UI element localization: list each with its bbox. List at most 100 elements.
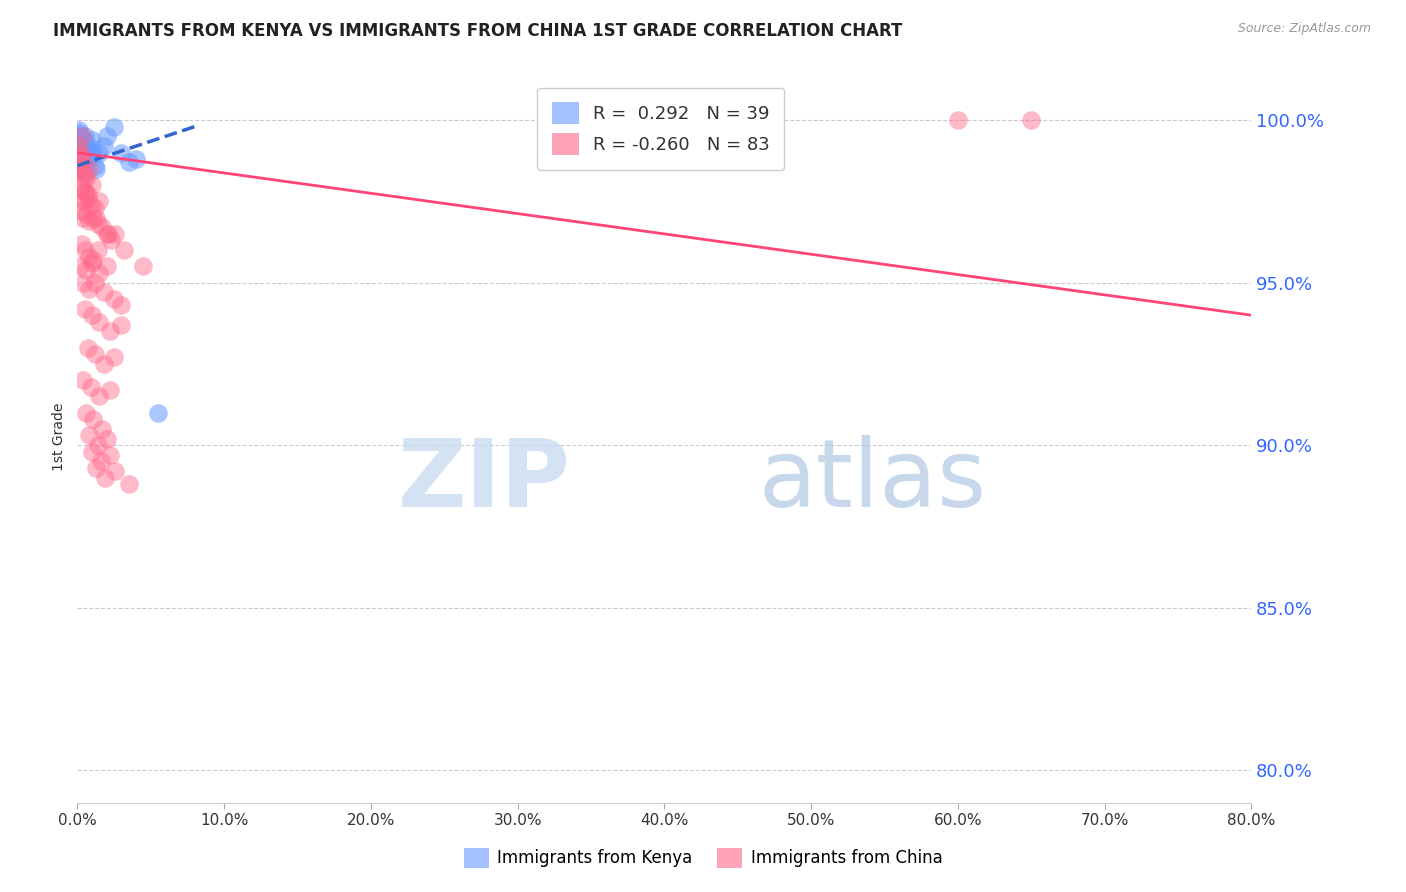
Point: [86, 211, 108, 225]
Point: [79, 380, 101, 394]
Point: [67, 123, 90, 137]
Point: [72, 155, 94, 169]
Point: [70, 145, 93, 160]
Point: [79, 145, 101, 160]
Point: [69, 260, 91, 274]
Point: [132, 260, 155, 274]
Point: [93, 285, 115, 300]
Point: [89, 315, 111, 329]
Point: [82, 142, 104, 156]
Point: [104, 464, 127, 478]
Point: [77, 161, 100, 176]
Point: [70, 133, 93, 147]
Point: [110, 318, 132, 332]
Point: [70, 142, 93, 156]
Legend: R =  0.292   N = 39, R = -0.260   N = 83: R = 0.292 N = 39, R = -0.260 N = 83: [537, 87, 785, 169]
Point: [80, 178, 103, 193]
Point: [946, 113, 969, 128]
Point: [77, 428, 100, 442]
Point: [118, 155, 141, 169]
Point: [76, 145, 98, 160]
Point: [75, 171, 97, 186]
Point: [93, 357, 115, 371]
Point: [112, 243, 135, 257]
Point: [87, 438, 110, 452]
Point: [84, 201, 107, 215]
Point: [98, 448, 121, 462]
Point: [75, 207, 97, 221]
Point: [69, 129, 91, 144]
Point: [72, 139, 94, 153]
Point: [80, 133, 103, 147]
Point: [103, 120, 125, 134]
Point: [69, 139, 91, 153]
Point: [96, 432, 118, 446]
Y-axis label: 1st Grade: 1st Grade: [52, 403, 66, 471]
Point: [73, 129, 96, 144]
Point: [79, 197, 101, 211]
Point: [72, 276, 94, 290]
Point: [98, 383, 121, 397]
Point: [90, 454, 112, 468]
Point: [67, 152, 90, 166]
Point: [97, 227, 120, 241]
Point: [98, 325, 121, 339]
Point: [84, 276, 107, 290]
Point: [69, 145, 91, 160]
Point: [72, 178, 94, 193]
Point: [86, 461, 108, 475]
Point: [87, 217, 110, 231]
Point: [82, 252, 104, 267]
Point: [69, 149, 91, 163]
Point: [70, 152, 93, 166]
Point: [75, 165, 97, 179]
Point: [80, 444, 103, 458]
Point: [70, 194, 93, 209]
Point: [70, 236, 93, 251]
Point: [91, 220, 114, 235]
Point: [77, 149, 100, 163]
Point: [77, 187, 100, 202]
Point: [104, 227, 127, 241]
Point: [89, 145, 111, 160]
Point: [84, 159, 107, 173]
Point: [80, 145, 103, 160]
Point: [75, 262, 97, 277]
Point: [67, 161, 90, 176]
Point: [73, 301, 96, 316]
Point: [73, 194, 96, 209]
Point: [100, 234, 122, 248]
Point: [72, 165, 94, 179]
Point: [94, 471, 117, 485]
Point: [75, 406, 97, 420]
Point: [103, 351, 125, 365]
Point: [89, 266, 111, 280]
Point: [125, 152, 148, 166]
Point: [96, 227, 118, 241]
Point: [77, 282, 100, 296]
Point: [82, 412, 104, 426]
Legend: Immigrants from Kenya, Immigrants from China: Immigrants from Kenya, Immigrants from C…: [457, 841, 949, 875]
Point: [86, 161, 108, 176]
Point: [76, 191, 98, 205]
Text: IMMIGRANTS FROM KENYA VS IMMIGRANTS FROM CHINA 1ST GRADE CORRELATION CHART: IMMIGRANTS FROM KENYA VS IMMIGRANTS FROM…: [53, 22, 903, 40]
Text: atlas: atlas: [758, 435, 987, 527]
Point: [67, 139, 90, 153]
Point: [70, 136, 93, 150]
Point: [72, 373, 94, 387]
Point: [73, 243, 96, 257]
Point: [69, 181, 91, 195]
Point: [80, 256, 103, 270]
Point: [96, 129, 118, 144]
Point: [67, 126, 90, 140]
Point: [70, 129, 93, 144]
Point: [87, 243, 110, 257]
Point: [75, 136, 97, 150]
Point: [80, 308, 103, 322]
Point: [110, 298, 132, 312]
Point: [72, 211, 94, 225]
Point: [77, 250, 100, 264]
Point: [75, 185, 97, 199]
Text: ZIP: ZIP: [398, 435, 571, 527]
Point: [69, 159, 91, 173]
